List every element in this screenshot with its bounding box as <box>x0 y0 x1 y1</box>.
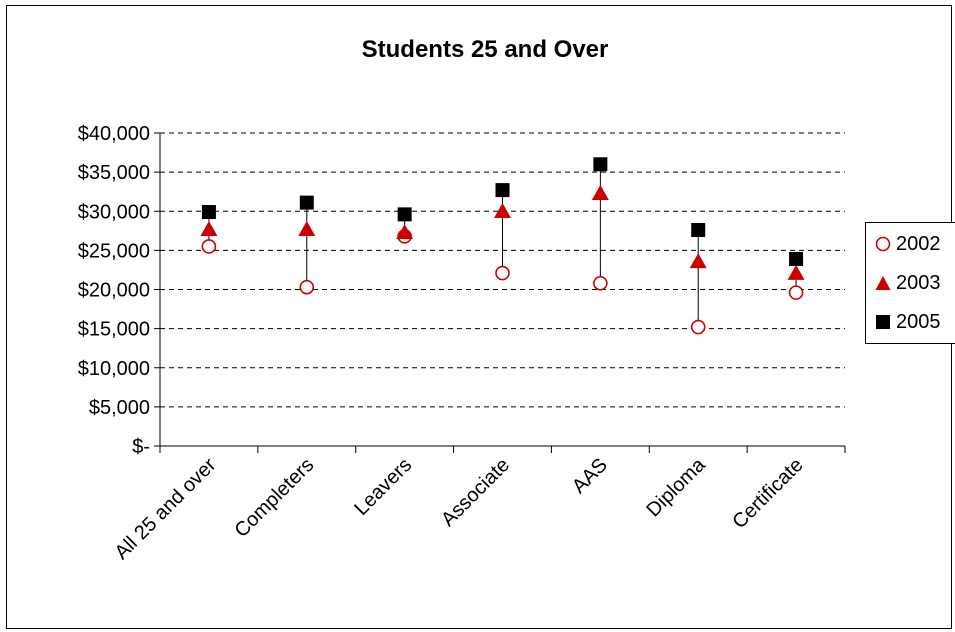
legend-label: 2002 <box>896 232 941 255</box>
y-tick-label: $25,000 <box>78 240 150 262</box>
y-tick-label: $20,000 <box>78 280 150 302</box>
square-icon <box>876 315 890 329</box>
chart-title: Students 25 and Over <box>362 36 609 63</box>
y-tick-label: $10,000 <box>78 358 150 380</box>
y-tick-label: $- <box>132 436 150 458</box>
point-2003-2 <box>396 224 414 240</box>
point-2003-3 <box>494 203 511 219</box>
point-2002-3 <box>495 265 510 281</box>
legend: 2002 2003 2005 <box>865 222 955 344</box>
point-2002-5 <box>690 319 706 335</box>
point-2003-0 <box>200 221 218 237</box>
x-tick-label: All 25 and over <box>111 454 221 564</box>
point-2005-5 <box>691 223 706 238</box>
triangle-icon <box>875 276 891 290</box>
x-tick-label: AAS <box>568 454 612 498</box>
legend-item-2005: 2005 <box>874 307 941 337</box>
y-tick-label: $35,000 <box>78 162 150 184</box>
y-tick-label: $5,000 <box>89 397 150 419</box>
point-2003-6 <box>787 264 805 280</box>
point-2005-1 <box>299 195 314 210</box>
x-tick-label: Diploma <box>642 453 710 521</box>
point-2002-0 <box>201 239 217 254</box>
point-2005-4 <box>593 157 608 172</box>
point-2002-1 <box>299 279 315 295</box>
legend-label: 2003 <box>896 271 941 294</box>
y-tick-label: $40,000 <box>78 123 150 145</box>
point-2005-6 <box>789 251 804 266</box>
data-markers <box>200 157 805 335</box>
x-tick-label: Certificate <box>728 454 807 533</box>
x-tick-label: Leavers <box>350 454 416 520</box>
point-2003-4 <box>591 185 609 201</box>
legend-item-2002: 2002 <box>874 229 941 259</box>
point-2005-0 <box>201 205 216 220</box>
point-2005-2 <box>397 207 412 222</box>
open-circle-icon <box>875 236 891 252</box>
x-tick-label: Associate <box>437 454 514 531</box>
legend-item-2003: 2003 <box>874 268 941 298</box>
point-2002-6 <box>788 285 804 300</box>
point-2005-3 <box>495 183 510 198</box>
point-2003-5 <box>689 253 707 269</box>
y-tick-label: $15,000 <box>78 319 150 341</box>
legend-label: 2005 <box>896 310 941 333</box>
point-2002-4 <box>593 275 608 291</box>
axes <box>154 132 846 453</box>
x-tick-labels: All 25 and over Completers Leavers Associat… <box>111 453 808 564</box>
x-tick-label: Completers <box>230 454 318 542</box>
y-tick-label: $30,000 <box>78 201 150 223</box>
chart-area <box>6 5 952 629</box>
point-2003-1 <box>298 221 316 237</box>
y-tick-labels: $40,000 $35,000 $30,000 $25,000 $20,000 $15,0… <box>78 123 150 458</box>
